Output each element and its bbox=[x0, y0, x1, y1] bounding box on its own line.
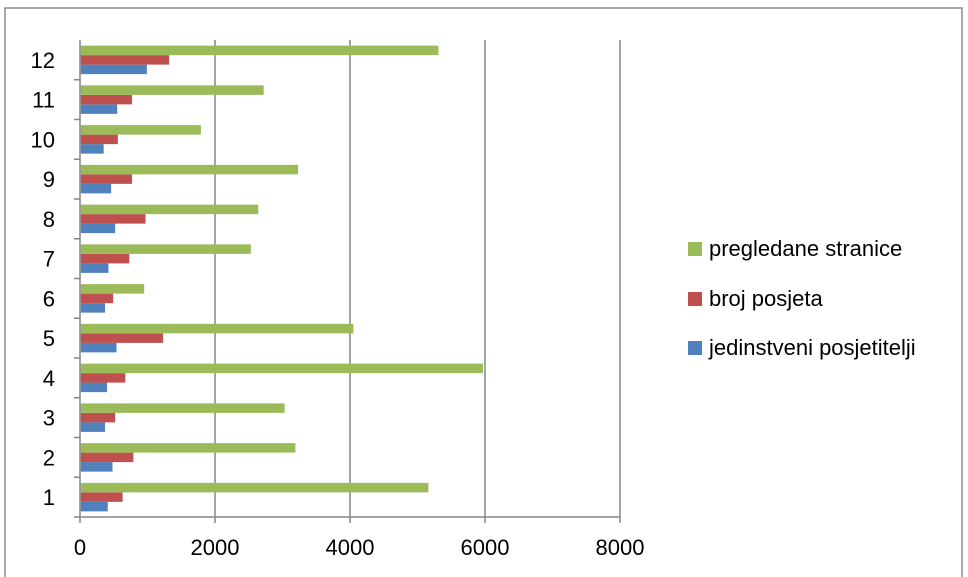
bar-broj-posjeta-4 bbox=[80, 373, 126, 383]
x-tick-label: 8000 bbox=[596, 535, 645, 560]
bar-broj-posjeta-11 bbox=[80, 94, 133, 105]
bar-jedinstveni-posjetitelji-9 bbox=[80, 183, 112, 194]
bar-jedinstveni-posjetitelji-10 bbox=[80, 144, 104, 154]
x-tick-label: 4000 bbox=[326, 535, 375, 560]
bar-jedinstveni-posjetitelji-4 bbox=[80, 382, 108, 393]
bar-pregledane-stranice-4 bbox=[80, 363, 484, 374]
bar-broj-posjeta-7 bbox=[80, 253, 130, 264]
legend-swatch bbox=[688, 242, 702, 256]
y-tick-label: 11 bbox=[32, 88, 55, 113]
bar-pregledane-stranice-8 bbox=[80, 204, 259, 215]
bar-pregledane-stranice-2 bbox=[80, 443, 296, 453]
x-tick-labels: 0 2000 4000 6000 8000 bbox=[74, 535, 645, 560]
gridlines bbox=[74, 40, 621, 523]
bar-jedinstveni-posjetitelji-8 bbox=[80, 223, 116, 234]
y-tick-label: 8 bbox=[43, 207, 55, 232]
y-tick-label: 6 bbox=[43, 286, 55, 311]
bar-pregledane-stranice-5 bbox=[80, 323, 354, 334]
bar-broj-posjeta-2 bbox=[80, 452, 134, 463]
bar-jedinstveni-posjetitelji-7 bbox=[80, 263, 109, 273]
bar-jedinstveni-posjetitelji-6 bbox=[80, 303, 106, 313]
x-tick-label: 0 bbox=[74, 535, 86, 560]
legend-label: broj posjeta bbox=[709, 286, 824, 311]
bar-broj-posjeta-12 bbox=[80, 55, 170, 65]
bar-jedinstveni-posjetitelji-3 bbox=[80, 422, 106, 432]
y-tick-label: 2 bbox=[43, 445, 55, 470]
bar-pregledane-stranice-11 bbox=[80, 85, 264, 95]
bar-jedinstveni-posjetitelji-11 bbox=[80, 104, 118, 114]
bar-broj-posjeta-3 bbox=[80, 412, 116, 423]
y-tick-label: 12 bbox=[31, 48, 55, 73]
y-tick-label: 9 bbox=[43, 167, 55, 192]
y-tick-label: 7 bbox=[43, 247, 55, 272]
bar-broj-posjeta-8 bbox=[80, 214, 146, 224]
legend-swatch bbox=[688, 292, 702, 306]
bar-pregledane-stranice-9 bbox=[80, 164, 299, 175]
y-tick-label: 5 bbox=[43, 326, 55, 351]
x-tick-label: 6000 bbox=[461, 535, 510, 560]
y-tick-label: 4 bbox=[43, 366, 55, 391]
bar-broj-posjeta-1 bbox=[80, 492, 123, 502]
bar-jedinstveni-posjetitelji-12 bbox=[80, 64, 147, 75]
y-tick-label: 10 bbox=[31, 127, 55, 152]
x-tick-label: 2000 bbox=[191, 535, 240, 560]
bar-broj-posjeta-10 bbox=[80, 134, 118, 145]
y-tick-label: 1 bbox=[43, 485, 55, 510]
bar-pregledane-stranice-3 bbox=[80, 403, 285, 413]
bar-jedinstveni-posjetitelji-5 bbox=[80, 342, 117, 353]
legend-label: pregledane stranice bbox=[709, 236, 902, 261]
y-tick-label: 3 bbox=[43, 406, 55, 431]
bar-broj-posjeta-6 bbox=[80, 293, 114, 304]
bar-jedinstveni-posjetitelji-2 bbox=[80, 462, 113, 472]
bar-pregledane-stranice-6 bbox=[80, 284, 145, 294]
legend: pregledane stranice broj posjeta jedinstve… bbox=[688, 236, 916, 360]
bar-pregledane-stranice-12 bbox=[80, 45, 439, 56]
bar-jedinstveni-posjetitelji-1 bbox=[80, 501, 108, 512]
legend-label: jedinstveni posjetitelji bbox=[708, 335, 916, 360]
bar-broj-posjeta-5 bbox=[80, 333, 164, 343]
axes bbox=[79, 40, 620, 518]
bar-broj-posjeta-9 bbox=[80, 174, 133, 184]
bar-pregledane-stranice-7 bbox=[80, 244, 251, 254]
bars bbox=[80, 45, 484, 512]
bar-pregledane-stranice-1 bbox=[80, 482, 429, 493]
legend-swatch bbox=[688, 341, 702, 355]
bar-pregledane-stranice-10 bbox=[80, 125, 201, 135]
chart-border bbox=[4, 7, 963, 577]
